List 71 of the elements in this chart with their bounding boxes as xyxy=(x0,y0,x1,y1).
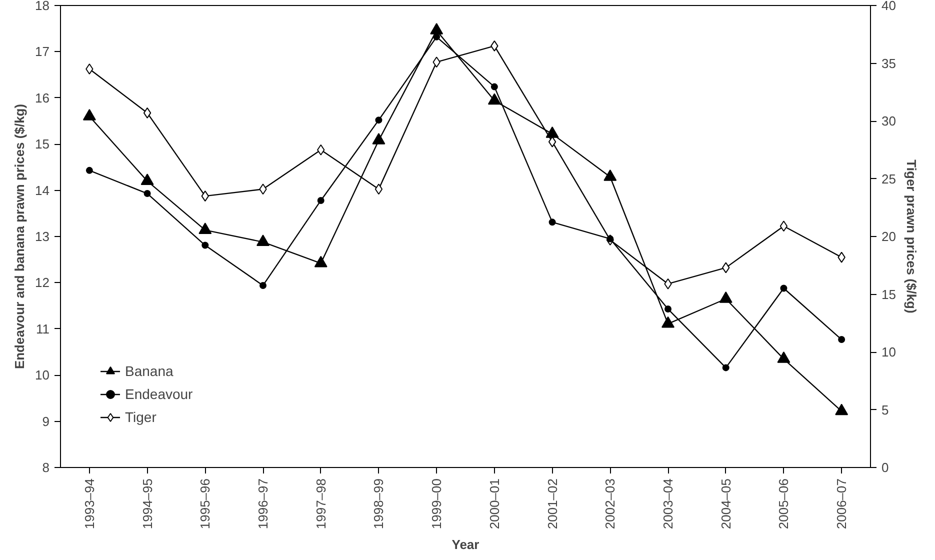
point xyxy=(260,282,266,289)
legend-label: Tiger xyxy=(125,409,156,425)
y2-tick-label: 35 xyxy=(882,56,896,71)
point xyxy=(838,336,846,344)
point xyxy=(430,23,444,34)
y2-tick-label: 15 xyxy=(882,286,896,302)
y-tick-label: 18 xyxy=(35,0,50,13)
point xyxy=(662,316,674,328)
point xyxy=(86,166,93,174)
y-axis-title: Endeavour and banana prawn prices ($/kg) xyxy=(12,104,28,370)
y2-tick-label: 5 xyxy=(882,402,889,418)
x-tick-label: 2003–04 xyxy=(660,478,676,530)
point xyxy=(777,352,790,363)
x-axis-title: Year xyxy=(452,537,480,552)
point xyxy=(202,242,209,249)
x-tick-label: 2001–02 xyxy=(544,478,560,530)
y2-tick-label: 0 xyxy=(882,460,889,475)
point xyxy=(490,83,498,90)
y2-tick-label: 25 xyxy=(882,171,896,186)
point xyxy=(314,256,328,268)
legend-label: Banana xyxy=(125,363,174,379)
point xyxy=(488,93,501,105)
x-tick-label: 1998–99 xyxy=(371,478,386,530)
point xyxy=(372,132,386,144)
y-tick-label: 17 xyxy=(35,44,50,60)
x-tick-label: 2000–01 xyxy=(486,478,502,530)
y-tick-label: 9 xyxy=(42,414,50,429)
x-tick-label: 1993–94 xyxy=(82,478,97,530)
point xyxy=(433,33,440,40)
point xyxy=(664,306,672,313)
point xyxy=(198,222,212,234)
point xyxy=(719,291,732,303)
point xyxy=(140,174,154,186)
y-tick-label: 11 xyxy=(36,321,50,336)
x-tick-label: 1995–96 xyxy=(198,478,213,530)
y2-tick-label: 10 xyxy=(882,344,896,360)
y2-tick-label: 20 xyxy=(882,229,896,244)
x-tick-label: 1996–97 xyxy=(256,478,270,530)
point xyxy=(375,116,382,124)
x-tick-label: 2006–07 xyxy=(834,478,850,530)
y2-tick-label: 30 xyxy=(882,114,896,128)
point xyxy=(256,234,270,246)
point xyxy=(604,169,617,181)
x-tick-label: 1997–98 xyxy=(313,478,328,530)
x-tick-label: 2005–06 xyxy=(776,478,792,530)
x-tick-label: 2004–05 xyxy=(718,478,734,530)
point xyxy=(374,184,383,195)
y-tick-label: 14 xyxy=(35,182,50,198)
point xyxy=(780,284,788,292)
point xyxy=(780,220,788,232)
y-tick-label: 12 xyxy=(35,275,50,290)
y2-axis-title: Tiger prawn prices ($/kg) xyxy=(904,160,919,314)
legend-label: Endeavour xyxy=(125,386,193,402)
point xyxy=(548,218,556,226)
x-tick-label: 1994–95 xyxy=(140,478,155,530)
point xyxy=(835,404,848,416)
point xyxy=(82,108,96,120)
x-tick-label: 2002–03 xyxy=(602,478,618,530)
point xyxy=(317,196,324,204)
x-tick-label: 1999–00 xyxy=(429,478,444,530)
y-tick-label: 10 xyxy=(35,368,50,383)
y-tick-label: 15 xyxy=(35,136,50,152)
point xyxy=(546,126,559,138)
point xyxy=(722,364,730,372)
y-tick-label: 8 xyxy=(42,460,50,475)
y-tick-label: 13 xyxy=(35,229,50,244)
y-tick-label: 16 xyxy=(35,90,50,106)
point xyxy=(143,107,152,118)
point xyxy=(144,190,151,198)
point xyxy=(548,136,556,148)
y2-tick-label: 40 xyxy=(882,0,896,13)
